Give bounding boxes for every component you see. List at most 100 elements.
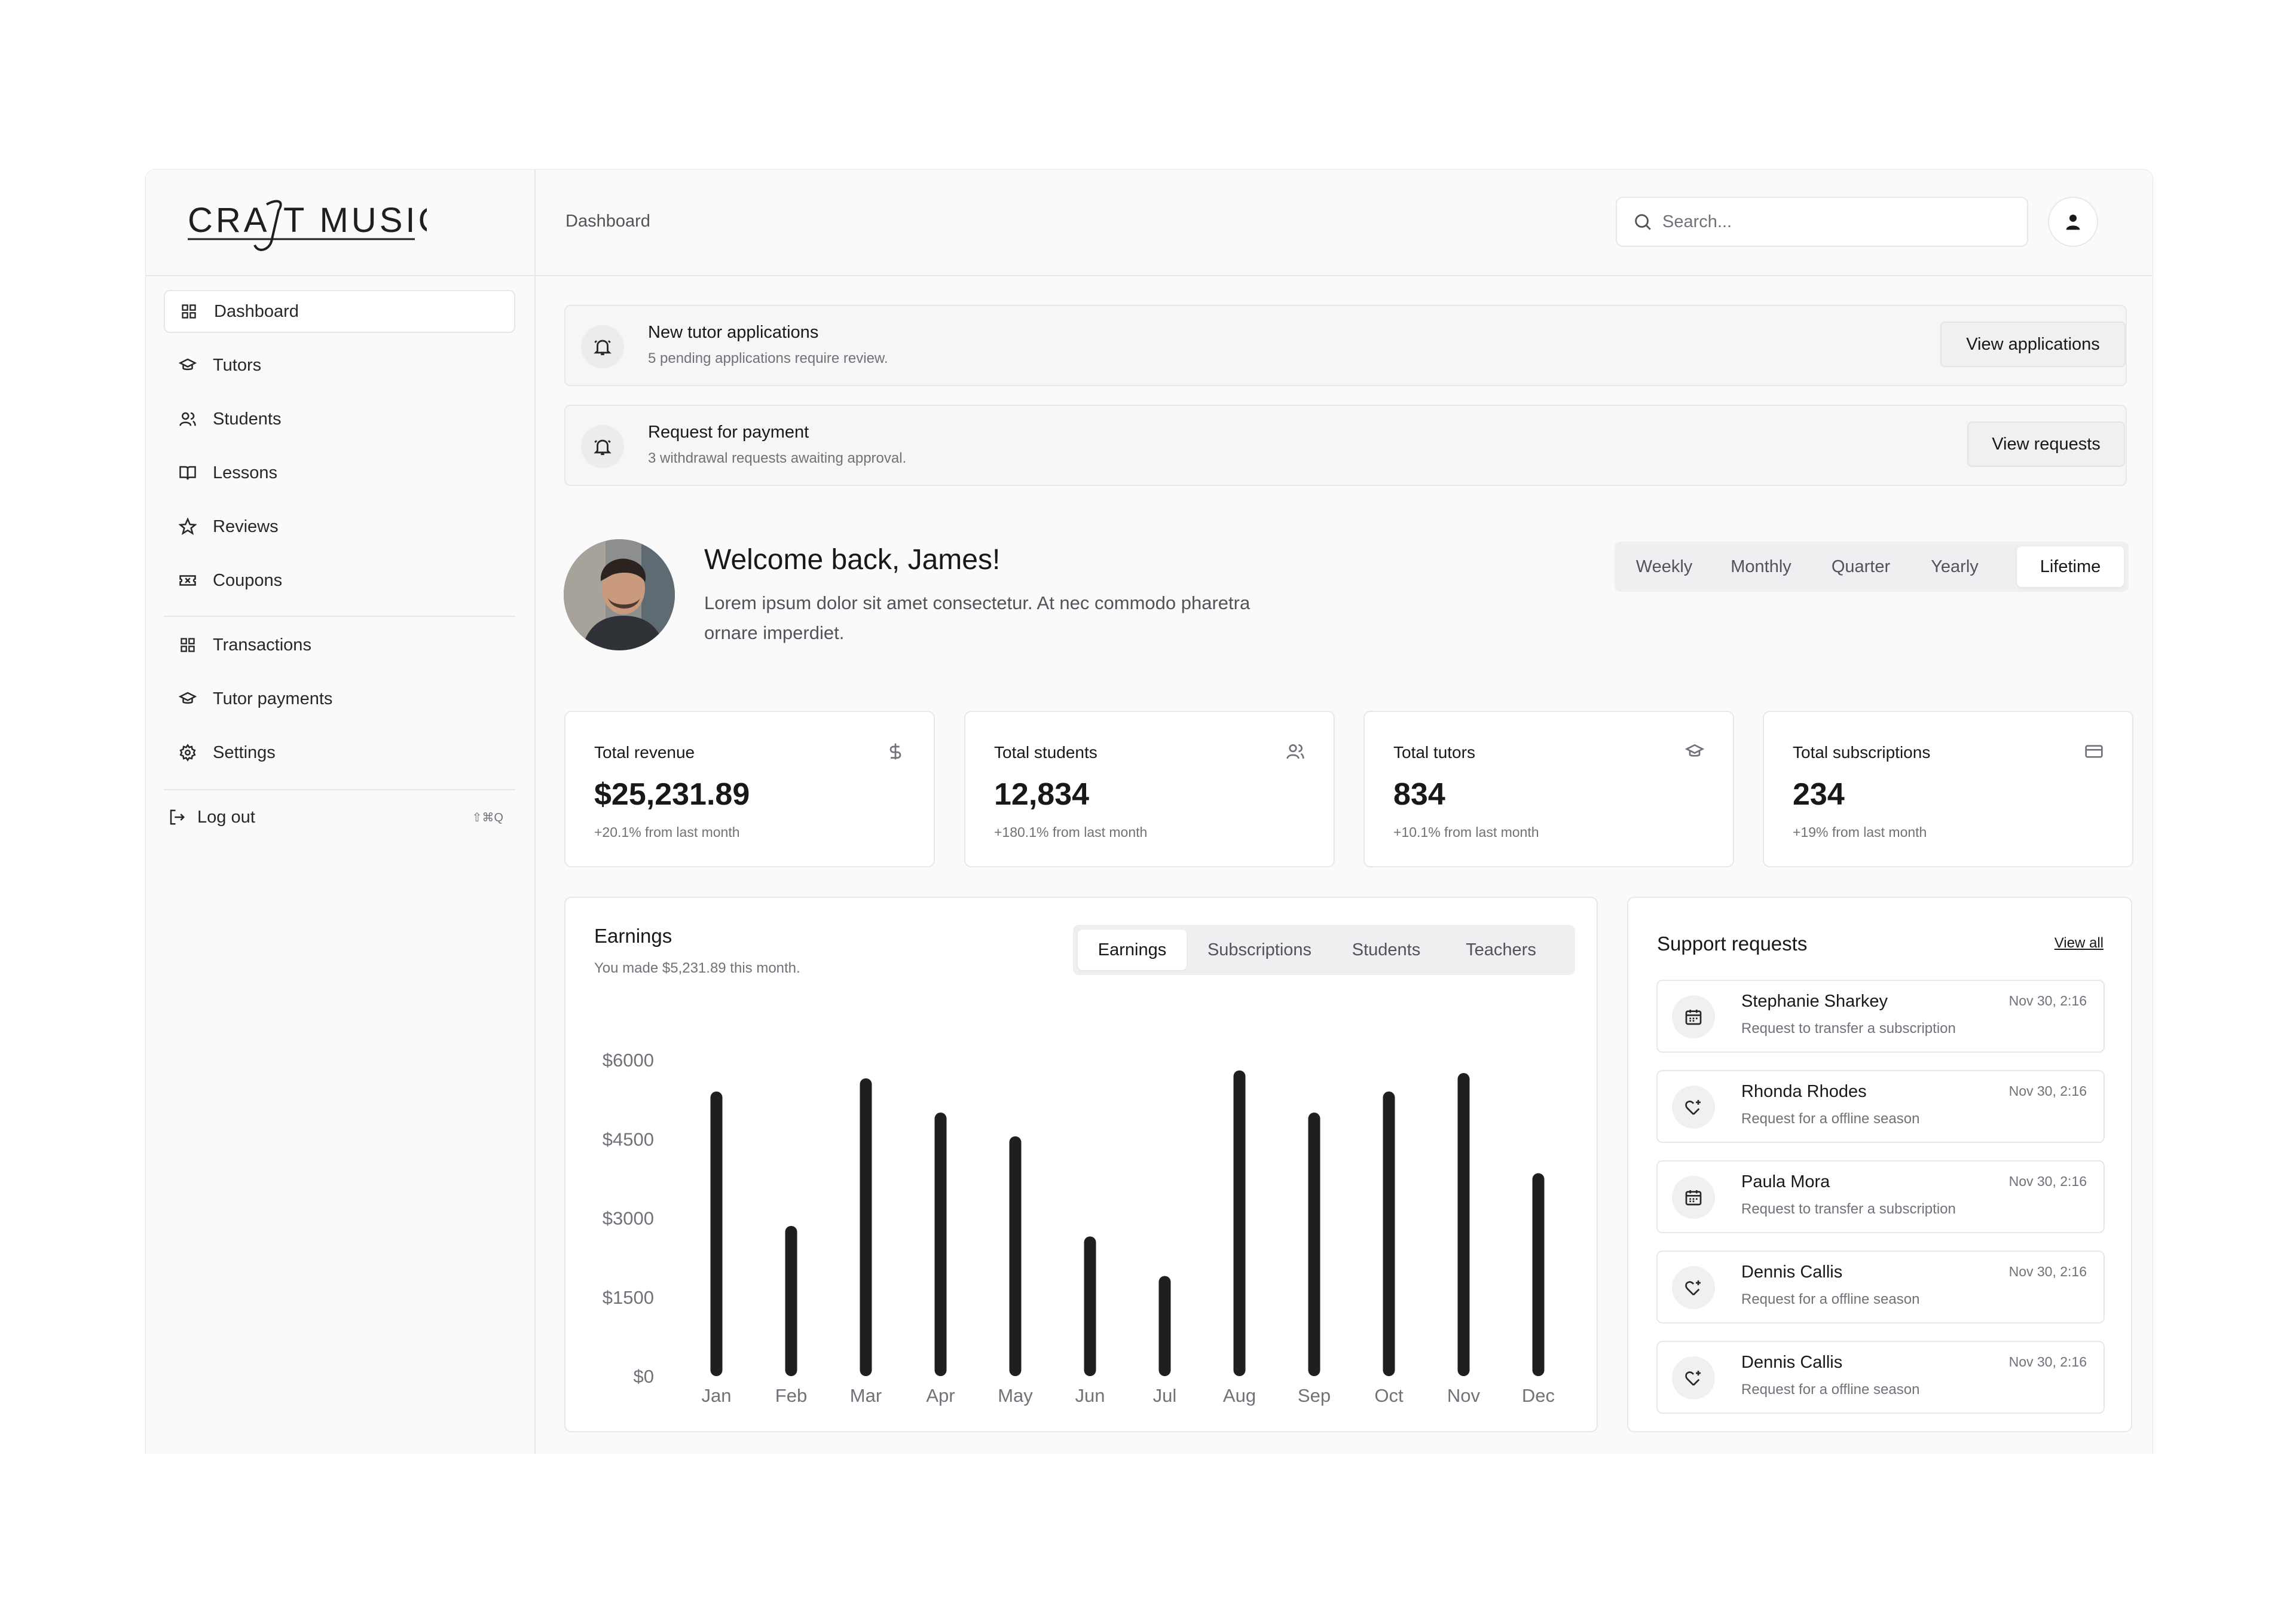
sidebar-item-tutor-payments[interactable]: Tutor payments — [164, 677, 515, 720]
bar-mar[interactable] — [860, 1078, 872, 1376]
sidebar-item-label: Students — [213, 409, 282, 429]
support-request-item[interactable]: Dennis Callis Request for a offline seas… — [1656, 1251, 2105, 1323]
bar-apr[interactable] — [934, 1112, 947, 1376]
sidebar-item-tutors[interactable]: Tutors — [164, 344, 515, 387]
user-menu-button[interactable] — [2048, 197, 2098, 247]
sidebar-item-label: Coupons — [213, 570, 283, 590]
tab-earnings[interactable]: Earnings — [1078, 930, 1187, 970]
x-tick-label: Dec — [1522, 1385, 1555, 1406]
x-tick-label: Aug — [1223, 1385, 1256, 1406]
tab-yearly[interactable]: Yearly — [1931, 557, 1979, 576]
brand-logo[interactable]: CRA T MUSIC — [188, 194, 427, 253]
sidebar-item-lessons[interactable]: Lessons — [164, 451, 515, 494]
x-tick-label: Apr — [926, 1385, 955, 1406]
alert-payment-request: Request for payment 3 withdrawal request… — [564, 405, 2127, 486]
x-tick-label: Jul — [1153, 1385, 1177, 1406]
sidebar-item-students[interactable]: Students — [164, 398, 515, 441]
sidebar-item-settings[interactable]: Settings — [164, 731, 515, 774]
tab-teachers[interactable]: Teachers — [1466, 940, 1536, 959]
bar-oct[interactable] — [1383, 1091, 1395, 1376]
request-name: Dennis Callis — [1741, 1263, 1843, 1282]
sidebar-item-reviews[interactable]: Reviews — [164, 505, 515, 548]
x-tick-label: Jun — [1075, 1385, 1105, 1406]
logo-text-right: T MUSIC — [283, 201, 427, 240]
request-subtitle: Request to transfer a subscription — [1741, 1201, 1956, 1217]
sidebar-item-label: Dashboard — [214, 301, 299, 321]
stat-value: 834 — [1393, 777, 1445, 812]
stat-delta: +19% from last month — [1793, 824, 1927, 840]
calendar-icon — [1672, 995, 1715, 1038]
request-subtitle: Request for a offline season — [1741, 1111, 1920, 1127]
bar-jun[interactable] — [1084, 1236, 1096, 1376]
support-request-item[interactable]: Stephanie Sharkey Request to transfer a … — [1656, 980, 2105, 1053]
avatar — [564, 539, 675, 650]
logo-text-left: CRA — [188, 201, 270, 240]
sidebar-item-transactions[interactable]: Transactions — [164, 623, 515, 667]
main-content: Dashboard Search... New tutor applicatio… — [536, 170, 2153, 1454]
bar-jul[interactable] — [1158, 1276, 1171, 1376]
search-input[interactable]: Search... — [1616, 197, 2028, 247]
bar-feb[interactable] — [785, 1225, 797, 1376]
bar-dec[interactable] — [1532, 1173, 1545, 1376]
tab-weekly[interactable]: Weekly — [1635, 557, 1693, 576]
tab-students[interactable]: Students — [1352, 940, 1421, 959]
app-window: CRA T MUSIC Dashboard Tutors — [145, 169, 2153, 1454]
graduation-cap-icon — [178, 689, 197, 708]
breadcrumb[interactable]: Dashboard — [565, 212, 650, 231]
view-applications-button[interactable]: View applications — [1940, 322, 2126, 367]
bar-jan[interactable] — [710, 1091, 723, 1376]
bar-nov[interactable] — [1457, 1073, 1470, 1376]
users-icon — [1286, 742, 1305, 761]
bar-aug[interactable] — [1233, 1070, 1246, 1376]
stat-value: 234 — [1793, 777, 1845, 812]
stat-card-subscriptions: Total subscriptions 234 +19% from last m… — [1763, 711, 2133, 867]
support-request-item[interactable]: Dennis Callis Request for a offline seas… — [1656, 1341, 2105, 1414]
view-requests-button[interactable]: View requests — [1967, 421, 2125, 467]
stat-label: Total students — [994, 743, 1097, 762]
logout-button[interactable]: Log out ⇧⌘Q — [164, 796, 515, 839]
x-tick-label: Oct — [1374, 1385, 1404, 1406]
heart-plus-icon — [1672, 1266, 1715, 1309]
support-request-item[interactable]: Paula Mora Request to transfer a subscri… — [1656, 1160, 2105, 1233]
earnings-card: Earnings You made $5,231.89 this month. … — [564, 897, 1598, 1432]
stat-value: $25,231.89 — [594, 777, 750, 812]
stat-card-students: Total students 12,834 +180.1% from last … — [964, 711, 1335, 867]
sidebar-item-label: Settings — [213, 742, 276, 762]
y-tick-label: $4500 — [603, 1129, 654, 1150]
request-time: Nov 30, 2:16 — [2008, 1173, 2087, 1189]
stat-label: Total tutors — [1393, 743, 1475, 762]
view-all-link[interactable]: View all — [2054, 935, 2104, 951]
sidebar-divider — [164, 789, 515, 790]
sidebar-item-label: Reviews — [213, 516, 279, 536]
stat-delta: +10.1% from last month — [1393, 824, 1539, 840]
sidebar-item-coupons[interactable]: Coupons — [164, 559, 515, 602]
y-tick-label: $1500 — [603, 1287, 654, 1308]
request-time: Nov 30, 2:16 — [2008, 1083, 2087, 1099]
graduation-cap-icon — [178, 356, 197, 375]
gear-icon — [178, 743, 197, 762]
support-request-item[interactable]: Rhonda Rhodes Request for a offline seas… — [1656, 1070, 2105, 1143]
alert-subtitle: 3 withdrawal requests awaiting approval. — [648, 450, 907, 466]
graduation-cap-icon — [1684, 742, 1705, 761]
logout-label: Log out — [197, 807, 255, 827]
bar-sep[interactable] — [1308, 1112, 1320, 1376]
tab-monthly[interactable]: Monthly — [1731, 557, 1791, 576]
x-tick-label: Jan — [702, 1385, 732, 1406]
bell-icon — [581, 325, 624, 368]
earnings-subtitle: You made $5,231.89 this month. — [594, 960, 800, 976]
user-icon — [2063, 212, 2083, 231]
sidebar-item-label: Tutors — [213, 355, 262, 375]
alert-title: Request for payment — [648, 423, 809, 442]
request-time: Nov 30, 2:16 — [2008, 993, 2087, 1008]
credit-card-icon — [2084, 742, 2104, 761]
stat-delta: +180.1% from last month — [994, 824, 1148, 840]
tab-subscriptions[interactable]: Subscriptions — [1207, 940, 1312, 959]
sidebar-item-dashboard[interactable]: Dashboard — [164, 290, 515, 333]
tab-quarter[interactable]: Quarter — [1831, 557, 1891, 576]
x-tick-label: May — [998, 1385, 1033, 1406]
tab-lifetime[interactable]: Lifetime — [2017, 546, 2124, 587]
support-title: Support requests — [1657, 933, 1808, 955]
star-icon — [178, 517, 197, 536]
bar-may[interactable] — [1009, 1136, 1022, 1376]
y-tick-label: $0 — [634, 1366, 654, 1387]
